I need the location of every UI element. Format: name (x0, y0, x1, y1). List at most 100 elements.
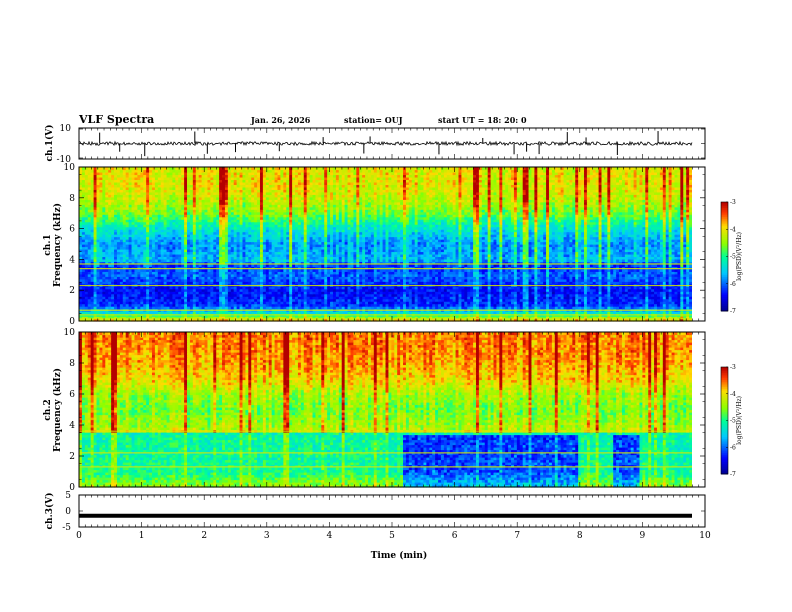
spectrogram-cell (528, 303, 533, 307)
spectrogram-cell (426, 298, 430, 302)
spectrogram-cell (362, 301, 366, 305)
spectrogram-cell (204, 311, 209, 315)
spectrogram-cell (265, 303, 270, 307)
spectrogram-cell (90, 296, 95, 300)
spectrogram-cell (668, 306, 673, 310)
spectrogram-cell (321, 303, 325, 307)
spectrogram-cell (239, 306, 244, 310)
spectrogram-cell (295, 316, 299, 320)
spectrogram-cell (511, 301, 515, 305)
spectrogram-cell (140, 318, 144, 322)
spectrogram-cell (677, 318, 681, 322)
spectrogram-cell (137, 316, 141, 320)
spectrogram-cell (572, 316, 576, 320)
spectrogram-cell (546, 316, 550, 320)
spectrogram-cell (239, 301, 244, 305)
spectrogram-cell (382, 296, 387, 300)
spectrogram-cell (169, 298, 174, 302)
spectrogram-cell (271, 301, 276, 305)
spectrogram-cell (411, 316, 416, 320)
spectrogram-cell (353, 303, 357, 307)
spectrogram-cell (689, 301, 693, 305)
spectrogram-cell (283, 296, 287, 300)
spectrogram-cell (143, 306, 147, 310)
spectrogram-cell (651, 311, 655, 315)
spectrogram-cell (350, 298, 354, 302)
spectrogram-cell (198, 303, 203, 307)
spectrogram-cell (373, 316, 378, 320)
spectrogram-cell (128, 298, 133, 302)
spectrogram-cell (537, 306, 541, 310)
spectrogram-cell (370, 296, 375, 300)
spectrogram-cell (344, 316, 349, 320)
spectrogram-cell (645, 318, 649, 322)
spectrogram-cell (557, 306, 562, 310)
spectrogram-cell (265, 311, 270, 315)
spectrogram-cell (160, 311, 165, 315)
spectrogram-cell (254, 318, 258, 322)
spectrogram-cell (516, 311, 521, 315)
spectrogram-cell (548, 316, 553, 320)
spectrogram-cell (505, 301, 509, 305)
spectrogram-cell (192, 311, 197, 315)
spectrogram-cell (268, 296, 273, 300)
spectrogram-cell (242, 296, 246, 300)
spectrogram-cell (268, 306, 273, 310)
spectrogram-cell (274, 318, 279, 322)
spectrogram-cell (79, 298, 83, 302)
spectrogram-cell (686, 306, 690, 310)
spectrogram-cell (621, 301, 626, 305)
spectrogram-cell (370, 316, 375, 320)
spectrogram-cell (435, 303, 439, 307)
spectrogram-cell (81, 318, 86, 322)
spectrogram-cell (543, 318, 547, 322)
spectrogram-cell (347, 306, 352, 310)
spectrogram-cell (683, 306, 687, 310)
spectrogram-cell (189, 303, 194, 307)
spectrogram-cell (315, 316, 319, 320)
spectrogram-cell (169, 296, 174, 300)
spectrogram-cell (169, 311, 174, 315)
spectrogram-cell (359, 301, 363, 305)
spectrogram-cell (259, 318, 264, 322)
spectrogram-cell (481, 298, 486, 302)
spectrogram-cell (265, 306, 270, 310)
spectrogram-cell (347, 298, 352, 302)
spectrogram-cell (274, 303, 279, 307)
spectrogram-cell (630, 311, 635, 315)
spectrogram-cell (216, 316, 220, 320)
spectrogram-cell (330, 303, 334, 307)
spectrogram-cell (630, 298, 635, 302)
spectrogram-cell (81, 303, 86, 307)
spectrogram-cell (548, 303, 553, 307)
spectrogram-cell (426, 303, 430, 307)
spectrogram-cell (198, 296, 203, 300)
spectrogram-cell (411, 301, 416, 305)
spectrogram-cell (595, 298, 600, 302)
spectrogram-cell (292, 316, 296, 320)
spectrogram-cell (382, 306, 387, 310)
spectrogram-cell (140, 306, 144, 310)
spectrogram-cell (149, 298, 153, 302)
spectrogram-cell (572, 311, 576, 315)
spectrogram-cell (668, 311, 673, 315)
spectrogram-cell (540, 298, 544, 302)
spectrogram-cell (458, 301, 462, 305)
spectrogram-cell (651, 318, 655, 322)
spectrogram-cell (455, 311, 460, 315)
spectrogram-cell (385, 301, 390, 305)
spectrogram-cell (128, 311, 133, 315)
spectrogram-cell (245, 318, 249, 322)
spectrogram-cell (309, 316, 314, 320)
spectrogram-cell (627, 298, 632, 302)
spectrogram-cell (134, 316, 138, 320)
spectrogram-cell (610, 306, 614, 310)
spectrogram-cell (446, 316, 451, 320)
spectrogram-cell (295, 298, 299, 302)
spectrogram-cell (353, 318, 357, 322)
spectrogram-cell (341, 318, 346, 322)
spectrogram-cell (268, 303, 273, 307)
spectrogram-cell (481, 311, 486, 315)
spectrogram-cell (166, 318, 171, 322)
spectrogram-cell (478, 311, 483, 315)
